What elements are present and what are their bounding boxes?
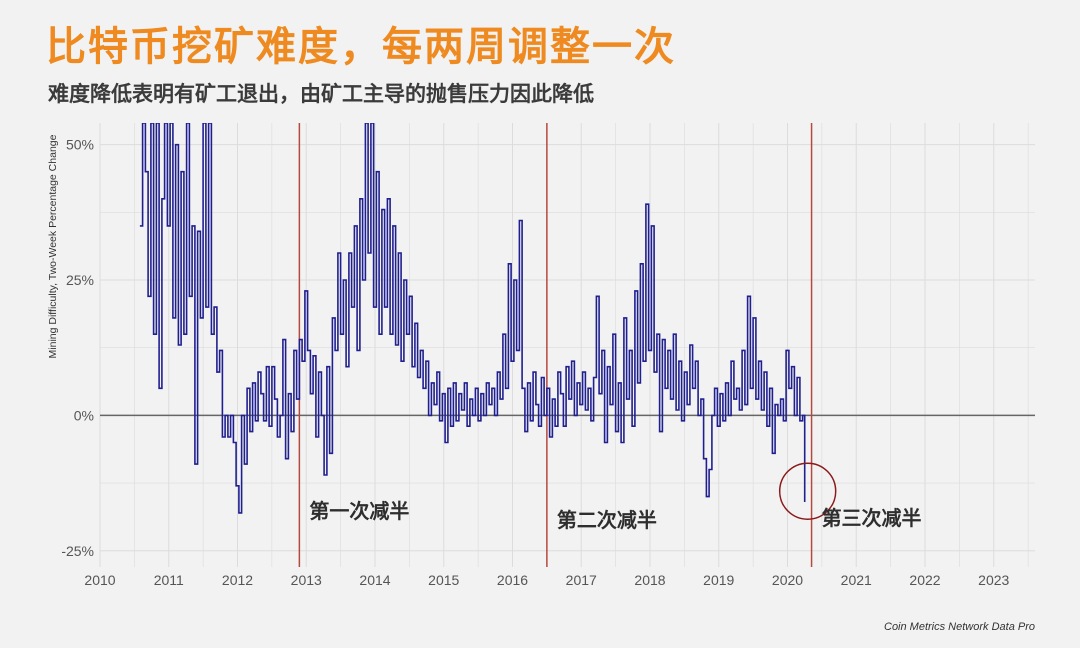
y-tick-label: -25% — [61, 543, 94, 559]
halving-label: 第三次减半 — [822, 506, 922, 530]
x-axis-ticks: 2010 2011 2012 2013 2014 2015 2016 2017 2018 2019… — [84, 572, 1009, 588]
y-axis-ticks: 50% 25% 0% -25% — [61, 137, 94, 559]
x-tick-label: 2012 — [222, 572, 253, 588]
source-label: Coin Metrics Network Data Pro — [884, 621, 1035, 633]
y-tick-label: 50% — [66, 137, 94, 153]
y-axis-label: Mining Difficulty, Two-Week Percentage C… — [47, 134, 59, 358]
x-tick-label: 2019 — [703, 572, 734, 588]
x-tick-label: 2015 — [428, 572, 459, 588]
x-tick-label: 2017 — [566, 572, 597, 588]
x-tick-label: 2011 — [154, 572, 184, 588]
y-tick-label: 0% — [74, 407, 94, 423]
page-subtitle: 难度降低表明有矿工退出，由矿工主导的抛售压力因此降低 — [48, 82, 594, 106]
x-tick-label: 2021 — [841, 572, 872, 588]
x-tick-label: 2010 — [84, 572, 115, 588]
page-title: 比特币挖矿难度，每两周调整一次 — [46, 24, 676, 70]
x-tick-label: 2020 — [772, 572, 803, 588]
highlight-circle — [778, 462, 837, 520]
x-tick-label: 2016 — [497, 572, 528, 588]
x-tick-label: 2018 — [634, 572, 665, 588]
x-tick-label: 2023 — [978, 572, 1009, 588]
x-tick-label: 2013 — [291, 572, 322, 588]
halving-label: 第一次减半 — [309, 499, 409, 523]
y-tick-label: 25% — [66, 272, 94, 288]
series-line — [139, 123, 806, 514]
x-tick-label: 2022 — [909, 572, 940, 588]
halving-labels: 第一次减半 第二次减半 第三次减半 — [309, 499, 921, 532]
chart-grid — [99, 123, 1035, 567]
x-tick-label: 2014 — [359, 572, 390, 588]
halving-label: 第二次减半 — [557, 508, 657, 532]
